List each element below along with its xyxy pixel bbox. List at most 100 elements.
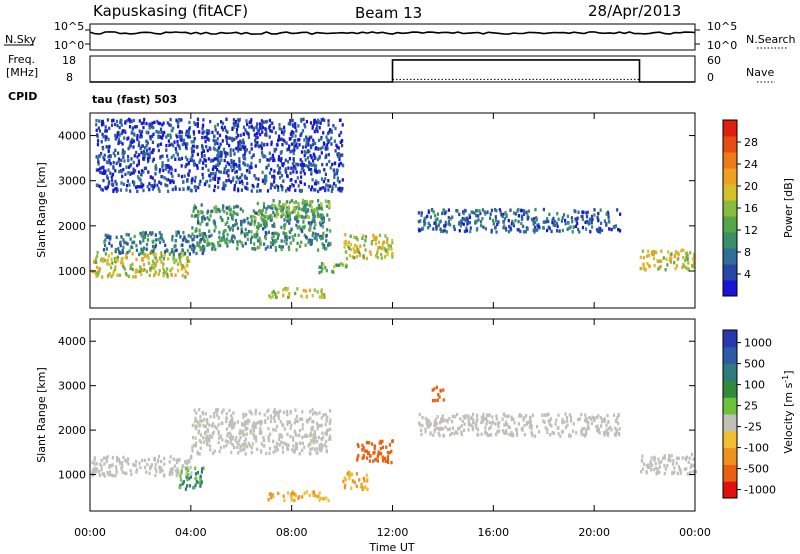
velocity-cell	[457, 427, 460, 431]
power-cell	[314, 209, 317, 213]
power-cell	[320, 265, 323, 269]
power-cell	[321, 213, 324, 217]
power-cell	[135, 257, 138, 262]
power-cell	[525, 210, 528, 214]
velocity-cell	[191, 423, 194, 427]
velocity-cell	[319, 449, 322, 453]
power-cell	[157, 237, 160, 242]
power-cell	[216, 141, 219, 145]
power-cell	[172, 180, 175, 184]
power-cell	[343, 241, 346, 245]
power-cell	[333, 172, 336, 177]
power-cell	[201, 211, 204, 215]
power-cell	[442, 229, 445, 233]
power-cell	[171, 248, 174, 252]
velocity-cell	[476, 417, 479, 421]
power-cell	[223, 229, 226, 233]
power-cell	[199, 239, 202, 243]
velocity-cell	[444, 425, 447, 429]
power-cell	[150, 125, 153, 129]
power-cell	[114, 179, 117, 184]
power-cell	[423, 223, 426, 227]
power-cell	[275, 215, 278, 219]
power-cell	[196, 121, 199, 126]
power-cell	[341, 263, 344, 267]
power-cell	[256, 201, 259, 206]
power-cell	[325, 155, 328, 159]
power-cell	[202, 244, 205, 249]
power-cell	[240, 230, 244, 234]
power-cell	[642, 262, 645, 267]
velocity-cell	[225, 416, 228, 420]
power-cell	[311, 124, 314, 128]
power-cell	[301, 201, 304, 205]
power-cell	[309, 121, 313, 125]
velocity-cell	[436, 398, 439, 402]
power-cell	[214, 171, 217, 176]
velocity-cell	[209, 415, 212, 419]
velocity-cell	[419, 423, 422, 427]
power-cell	[318, 214, 321, 218]
power-cell	[107, 137, 110, 142]
power-cell	[545, 219, 548, 224]
power-cell	[146, 238, 150, 242]
velocity-cell	[309, 432, 312, 436]
power-cell	[677, 252, 680, 256]
power-cell	[653, 264, 656, 268]
velocity-cell	[521, 428, 524, 432]
velocity-cell	[534, 434, 537, 438]
power-cell	[552, 216, 555, 221]
velocity-cell	[221, 421, 224, 425]
power-cell	[272, 174, 276, 178]
power-cell	[103, 153, 106, 157]
power-cell	[144, 166, 148, 170]
power-cell	[152, 125, 155, 130]
power-cell	[327, 123, 330, 127]
power-cell	[313, 236, 316, 240]
power-cell	[150, 175, 153, 179]
power-cell	[267, 230, 270, 234]
velocity-cell	[91, 471, 94, 475]
power-cell	[287, 166, 290, 170]
velocity-cell	[464, 416, 467, 420]
velocity-cell	[208, 444, 212, 448]
velocity-cell	[315, 450, 318, 455]
power-cell	[391, 239, 394, 243]
power-cell	[140, 234, 143, 238]
power-cell	[287, 210, 290, 215]
velocity-cell	[347, 473, 351, 477]
velocity-cell	[357, 454, 360, 458]
velocity-cell	[541, 413, 544, 417]
velocity-cell	[686, 472, 689, 476]
velocity-cell	[483, 417, 486, 421]
velocity-cell	[179, 485, 182, 490]
power-cell	[512, 211, 516, 215]
velocity-cell	[200, 470, 203, 474]
power-cell	[110, 274, 113, 279]
velocity-cell	[448, 417, 451, 421]
power-cell	[96, 133, 99, 137]
power-cell	[151, 176, 154, 180]
power-cell	[294, 166, 297, 171]
power-cell	[113, 122, 117, 127]
power-cell	[272, 294, 275, 299]
velocity-cell	[194, 424, 197, 428]
velocity-cell	[363, 486, 366, 490]
power-cell	[165, 148, 168, 152]
power-cell	[107, 273, 110, 277]
power-cell	[142, 239, 145, 243]
power-cell	[129, 172, 132, 176]
power-cell	[593, 213, 596, 217]
power-cell	[115, 182, 118, 186]
power-cell	[249, 237, 253, 241]
velocity-cell	[470, 416, 473, 420]
power-cell	[183, 251, 187, 256]
power-cell	[281, 188, 284, 192]
power-cell	[608, 227, 611, 231]
velocity-cell	[105, 457, 108, 461]
power-cell	[349, 242, 353, 247]
power-cell	[196, 166, 199, 170]
power-cell	[264, 210, 267, 215]
velocity-cell	[232, 423, 235, 427]
power-cell	[241, 144, 244, 149]
